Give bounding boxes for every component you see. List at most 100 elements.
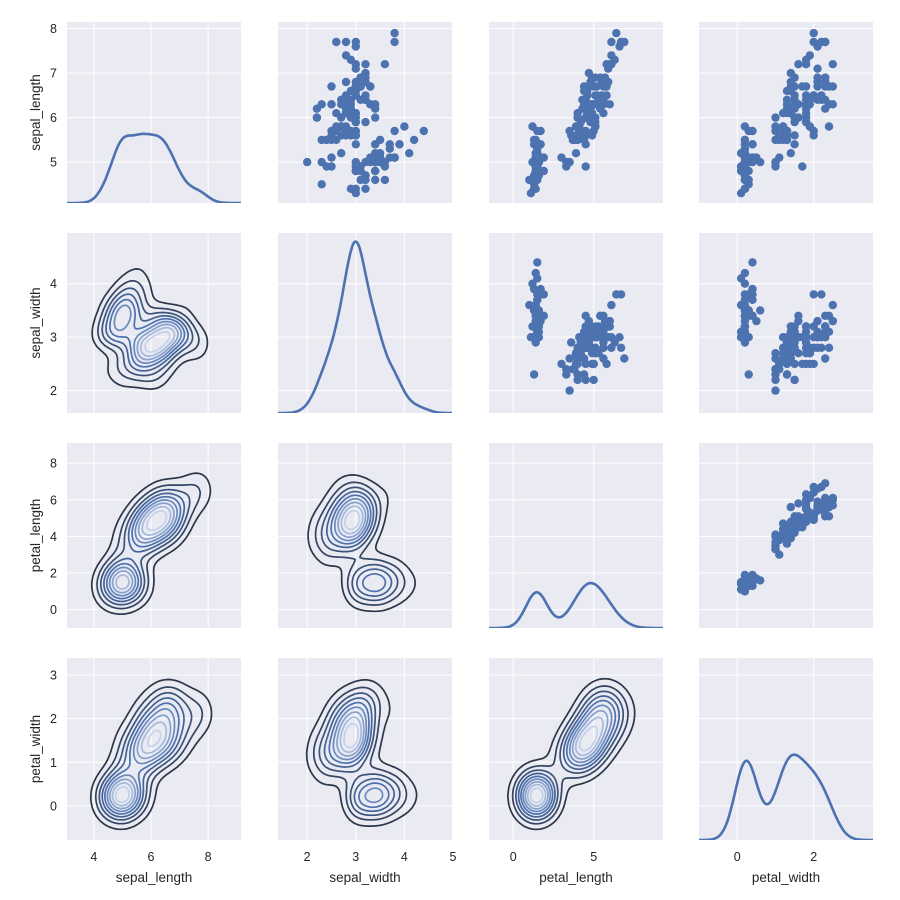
scatter-point xyxy=(303,157,312,167)
kde-contour-level xyxy=(90,472,212,616)
scatter-point xyxy=(337,122,346,131)
kde-contour-level xyxy=(328,701,390,809)
panel-sepal_length-vs-petal_length xyxy=(489,22,663,203)
panel-marks xyxy=(90,472,212,616)
scatter-point xyxy=(756,576,765,585)
scatter-point xyxy=(828,316,837,326)
scatter-point xyxy=(529,184,539,193)
scatter-point xyxy=(390,153,399,162)
kde-contour-level xyxy=(104,702,180,815)
scatter-point xyxy=(395,140,404,149)
scatter-point xyxy=(599,343,608,352)
scatter-point xyxy=(790,375,799,385)
scatter-point xyxy=(775,550,784,559)
scatter-point xyxy=(351,37,360,47)
scatter-point xyxy=(533,295,542,304)
kde-contour-level xyxy=(517,695,620,818)
panel-background xyxy=(278,233,452,413)
y-tick-label: 2 xyxy=(50,712,57,726)
kde-contour-level xyxy=(344,509,361,531)
scatter-point xyxy=(740,157,750,167)
scatter-point xyxy=(771,370,780,379)
kde-contour-level xyxy=(91,268,209,390)
panel-sepal_length-vs-sepal_length xyxy=(67,22,241,203)
y-tick-label: 2 xyxy=(50,567,57,581)
scatter-point xyxy=(805,51,815,60)
scatter-point xyxy=(390,126,399,136)
scatter-point xyxy=(351,82,360,91)
panel-marks xyxy=(307,474,416,613)
kde-contour-level xyxy=(108,499,179,597)
scatter-point xyxy=(782,343,792,352)
scatter-point xyxy=(821,104,830,113)
scatter-point xyxy=(536,126,545,136)
scatter-point xyxy=(596,104,605,113)
kde-contour-level xyxy=(312,686,408,821)
scatter-point xyxy=(809,290,818,299)
scatter-point xyxy=(341,131,351,140)
kde-contour-level xyxy=(336,711,365,757)
scatter-point xyxy=(581,311,590,320)
panel-background xyxy=(489,233,663,413)
scatter-point xyxy=(327,82,336,91)
panel-marks xyxy=(489,581,663,628)
scatter-point xyxy=(361,117,370,127)
scatter-point xyxy=(748,140,757,149)
scatter-point xyxy=(573,375,582,385)
kde-contour-level xyxy=(106,708,176,813)
scatter-point xyxy=(579,370,589,379)
scatter-point xyxy=(327,100,336,109)
scatter-point xyxy=(801,504,811,514)
scatter-point xyxy=(371,113,380,122)
x-tick-label: 6 xyxy=(148,850,155,864)
scatter-point xyxy=(607,343,616,352)
scatter-point xyxy=(801,333,811,342)
x-tick-label: 5 xyxy=(449,850,456,864)
scatter-point xyxy=(828,59,837,69)
kde-contour-level xyxy=(526,716,604,807)
scatter-point xyxy=(371,104,380,113)
x-axis-label: sepal_length xyxy=(116,870,193,885)
scatter-point xyxy=(607,300,616,310)
scatter-point xyxy=(771,126,780,136)
scatter-point xyxy=(616,343,626,352)
scatter-point xyxy=(616,37,626,47)
scatter-point xyxy=(589,100,598,109)
scatter-point xyxy=(805,349,815,358)
scatter-point xyxy=(607,37,616,47)
x-tick-label: 0 xyxy=(734,850,741,864)
scatter-point xyxy=(341,51,351,60)
scatter-point xyxy=(748,570,757,580)
y-tick-label: 3 xyxy=(50,669,57,683)
scatter-point xyxy=(817,290,826,299)
scatter-point xyxy=(366,82,375,91)
scatter-point xyxy=(821,354,830,363)
kde-contour-level xyxy=(507,677,636,831)
scatter-point xyxy=(790,343,799,352)
scatter-point xyxy=(591,117,600,127)
kde-contour-level xyxy=(96,483,202,610)
scatter-point xyxy=(327,162,336,171)
scatter-point xyxy=(390,37,399,47)
scatter-point xyxy=(809,488,818,497)
panel-marks xyxy=(305,679,418,827)
scatter-point xyxy=(534,306,544,315)
panel-sepal_width-vs-sepal_length xyxy=(67,233,241,413)
scatter-point xyxy=(786,149,795,158)
scatter-point xyxy=(798,162,807,171)
panel-marks xyxy=(736,479,837,596)
scatter-point xyxy=(607,51,616,60)
panel-marks xyxy=(525,258,629,395)
kde-contour-level xyxy=(111,721,168,807)
x-tick-label: 4 xyxy=(401,850,408,864)
scatter-point xyxy=(786,354,795,363)
scatter-point xyxy=(782,530,792,539)
scatter-point xyxy=(351,91,360,100)
scatter-point xyxy=(790,140,799,149)
scatter-point xyxy=(531,333,540,342)
scatter-point xyxy=(596,311,605,320)
panel-background xyxy=(278,443,452,628)
kde-contour-level xyxy=(330,494,387,593)
scatter-point xyxy=(821,82,830,91)
y-tick-label: 3 xyxy=(50,331,57,345)
